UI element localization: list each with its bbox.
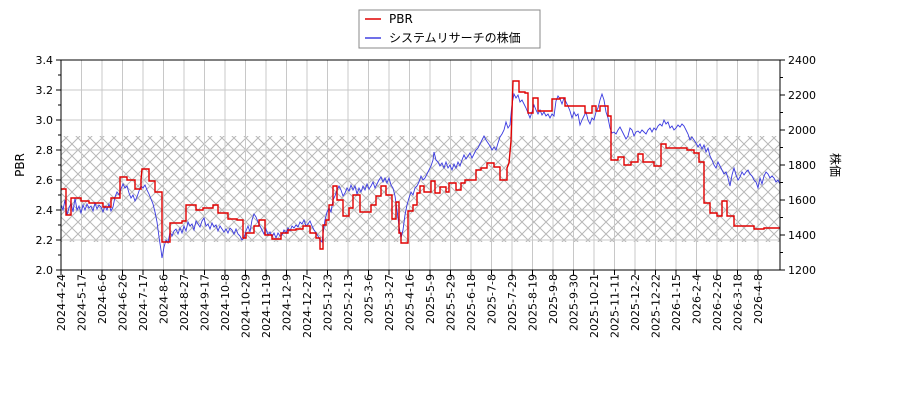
right-y-axis: 1200 1400 1600 1800 2000 2200 2400 xyxy=(780,54,816,277)
stock-price-line xyxy=(61,92,780,259)
x-tick-label: 2026-1-15 xyxy=(670,274,683,331)
legend-label-pbr: PBR xyxy=(389,12,413,26)
left-y-axis: 2.0 2.2 2.4 2.6 2.8 3.0 3.2 3.4 xyxy=(36,54,61,277)
x-tick-label: 2025-2-13 xyxy=(342,274,355,331)
x-tick-label: 2025-7-29 xyxy=(506,274,519,331)
left-axis-title: PBR xyxy=(13,153,27,177)
x-tick-label: 2025-12-22 xyxy=(650,274,663,338)
legend-label-stock: システムリサーチの株価 xyxy=(389,30,521,45)
left-tick-label: 2.0 xyxy=(36,264,54,277)
x-tick-label: 2025-5-29 xyxy=(445,274,458,331)
x-tick-label: 2024-9-17 xyxy=(199,274,212,331)
x-tick-label: 2025-11-11 xyxy=(609,274,622,338)
x-tick-label: 2025-3-6 xyxy=(363,274,376,324)
legend: PBR システムリサーチの株価 xyxy=(358,9,541,49)
x-axis: 2024-4-24 2024-5-17 2024-6-6 2024-6-26 2024-… xyxy=(55,270,765,338)
right-tick-label: 1800 xyxy=(788,159,816,172)
x-tick-label: 2025-12-2 xyxy=(629,274,642,331)
left-tick-label: 3.0 xyxy=(36,114,54,127)
x-tick-label: 2024-5-17 xyxy=(76,274,89,331)
x-tick-label: 2024-8-6 xyxy=(158,274,171,324)
x-tick-label: 2024-8-27 xyxy=(178,274,191,331)
x-tick-label: 2025-9-30 xyxy=(568,274,581,331)
x-tick-label: 2025-10-21 xyxy=(588,274,601,338)
x-tick-label: 2025-1-23 xyxy=(322,274,335,331)
left-tick-label: 2.6 xyxy=(36,174,54,187)
x-tick-label: 2026-4-8 xyxy=(752,274,765,324)
x-tick-label: 2025-5-9 xyxy=(424,274,437,324)
x-tick-label: 2026-2-4 xyxy=(691,274,704,324)
right-axis-title: 株価 xyxy=(828,153,843,177)
x-tick-label: 2025-6-18 xyxy=(465,274,478,331)
x-tick-label: 2024-12-27 xyxy=(301,274,314,338)
x-tick-label: 2024-6-26 xyxy=(117,274,130,331)
right-tick-label: 1200 xyxy=(788,264,816,277)
x-tick-label: 2024-10-8 xyxy=(219,274,232,331)
x-tick-label: 2025-8-19 xyxy=(527,274,540,331)
x-tick-label: 2024-6-6 xyxy=(96,274,109,324)
grid-lines xyxy=(61,60,780,270)
x-tick-label: 2025-9-8 xyxy=(547,274,560,324)
left-tick-label: 3.2 xyxy=(36,84,54,97)
x-tick-label: 2024-4-24 xyxy=(55,274,68,331)
right-tick-label: 2000 xyxy=(788,124,816,137)
x-tick-label: 2025-3-27 xyxy=(383,274,396,331)
x-tick-label: 2025-4-16 xyxy=(404,274,417,331)
right-tick-label: 1400 xyxy=(788,229,816,242)
left-tick-label: 2.2 xyxy=(36,234,54,247)
legend-box xyxy=(358,9,541,49)
left-tick-label: 3.4 xyxy=(36,54,54,67)
left-tick-label: 2.8 xyxy=(36,144,54,157)
right-tick-label: 2200 xyxy=(788,89,816,102)
x-tick-label: 2024-7-17 xyxy=(137,274,150,331)
right-tick-label: 1600 xyxy=(788,194,816,207)
right-tick-label: 2400 xyxy=(788,54,816,67)
x-tick-label: 2024-12-9 xyxy=(281,274,294,331)
x-tick-label: 2026-3-18 xyxy=(732,274,745,331)
x-tick-label: 2024-11-19 xyxy=(260,274,273,338)
pbr-line xyxy=(61,80,780,250)
x-tick-label: 2026-2-26 xyxy=(711,274,724,331)
left-tick-label: 2.4 xyxy=(36,204,54,217)
x-tick-label: 2025-7-8 xyxy=(486,274,499,324)
x-tick-label: 2024-10-29 xyxy=(240,274,253,338)
